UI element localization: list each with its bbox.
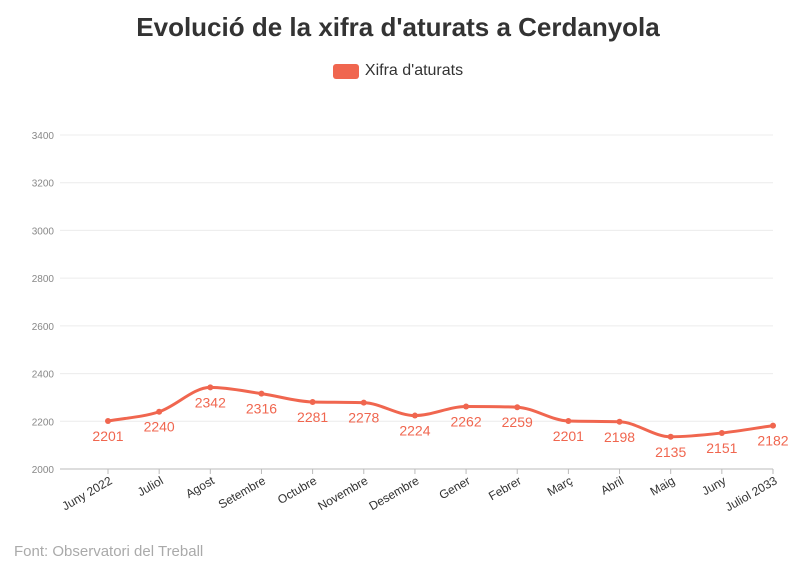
- x-tick-label: Agost: [183, 473, 217, 501]
- data-label: 2281: [297, 409, 328, 425]
- x-tick-label: Gener: [437, 473, 473, 502]
- y-tick-label: 3200: [32, 179, 55, 190]
- data-point[interactable]: [258, 390, 265, 397]
- data-point[interactable]: [156, 408, 163, 415]
- x-tick-label: Juny 2022: [60, 473, 115, 513]
- data-point[interactable]: [770, 422, 776, 429]
- x-tick-label: Juliol 2033: [723, 473, 780, 514]
- legend-swatch: [332, 63, 359, 79]
- data-label: 2342: [195, 394, 226, 410]
- series-line-path: [107, 385, 774, 439]
- y-tick-label: 2000: [32, 465, 55, 476]
- data-point[interactable]: [309, 398, 316, 405]
- x-tick-label: Octubre: [275, 473, 319, 507]
- data-point[interactable]: [105, 418, 111, 425]
- y-tick-label: 3000: [32, 226, 55, 237]
- data-point[interactable]: [514, 404, 521, 411]
- source-note: Font: Observatori del Treball: [14, 543, 204, 560]
- x-tick-label: Maig: [648, 473, 678, 498]
- data-label: 2278: [348, 410, 379, 426]
- data-label: 2201: [553, 428, 584, 444]
- grid-lines: [60, 134, 773, 470]
- y-tick-label: 2600: [32, 322, 55, 333]
- data-label: 2151: [706, 440, 737, 456]
- data-label: 2201: [92, 428, 123, 444]
- data-label: 2135: [655, 444, 686, 460]
- data-point[interactable]: [616, 418, 623, 425]
- data-label: 2240: [144, 419, 175, 435]
- data-label: 2224: [399, 423, 430, 439]
- y-tick-label: 2800: [32, 274, 55, 285]
- x-tick-label: Desembre: [366, 473, 421, 513]
- data-label: 2262: [450, 413, 481, 429]
- data-point[interactable]: [207, 384, 214, 391]
- data-points: [105, 384, 776, 440]
- data-point[interactable]: [360, 399, 367, 406]
- y-axis-ticks: 2000 2200 2400 2600 2800 3000 3200 3400: [32, 131, 55, 476]
- x-tick-label: Setembre: [216, 473, 268, 511]
- data-point[interactable]: [667, 433, 674, 440]
- data-label: 2198: [604, 429, 635, 445]
- y-tick-label: 2400: [32, 370, 55, 381]
- data-label: 2316: [246, 401, 277, 417]
- x-axis-ticks: Juny 2022 Juliol Agost Setembre OctubreNovem…: [60, 469, 780, 514]
- x-tick-label: Febrer: [486, 473, 524, 503]
- x-tick-label: Juny: [699, 473, 728, 498]
- data-labels: 2201 2240 2342 2316 2281 2278 2224 2262 2259 2201…: [92, 394, 788, 459]
- data-point[interactable]: [565, 418, 572, 425]
- legend-label: Xifra d'aturats: [364, 62, 464, 79]
- x-tick-label: Juliol: [135, 473, 166, 499]
- x-tick-label: Novembre: [315, 473, 370, 513]
- chart-title: Evolució de la xifra d'aturats a Cerdany…: [136, 12, 660, 42]
- legend[interactable]: Xifra d'aturats: [0, 62, 796, 80]
- data-point[interactable]: [411, 412, 418, 419]
- data-point[interactable]: [463, 403, 470, 410]
- x-tick-label: Abril: [598, 473, 626, 497]
- data-label: 2259: [502, 414, 533, 430]
- y-tick-label: 3400: [32, 131, 55, 142]
- x-tick-label: Març: [545, 473, 575, 498]
- data-label: 2182: [757, 433, 788, 449]
- data-point[interactable]: [718, 429, 725, 436]
- y-tick-label: 2200: [32, 417, 55, 428]
- series-line: [107, 385, 774, 439]
